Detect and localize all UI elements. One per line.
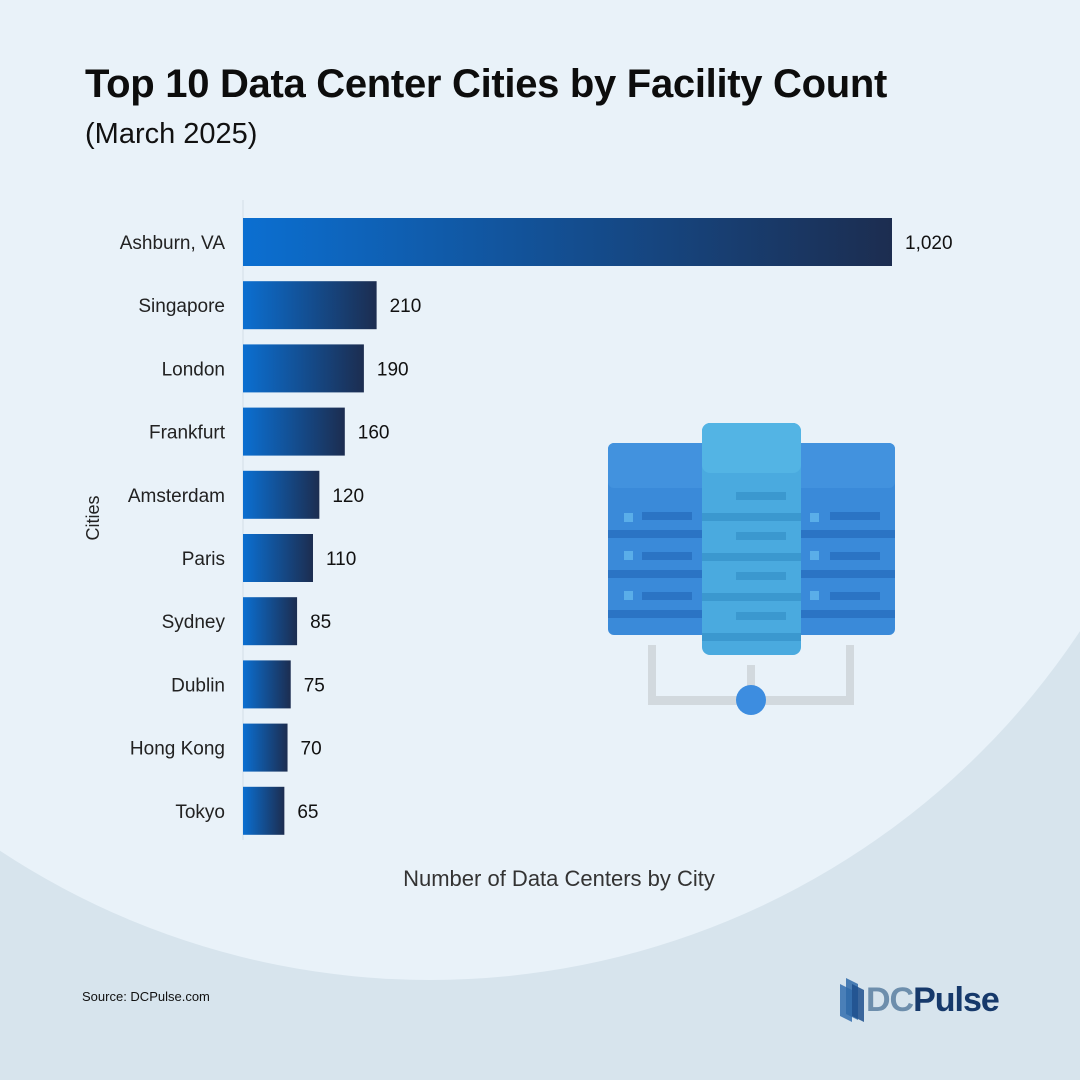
category-label: Singapore <box>138 296 225 317</box>
category-label: Sydney <box>162 612 226 633</box>
logo-mark-icon <box>840 978 864 1022</box>
value-label: 210 <box>390 296 422 317</box>
category-label: Paris <box>182 549 225 570</box>
logo-text-pulse: Pulse <box>913 980 1000 1019</box>
value-label: 85 <box>310 612 331 633</box>
logo-text-dc: DC <box>866 980 914 1019</box>
value-label: 70 <box>301 739 322 760</box>
category-label: London <box>162 359 225 380</box>
value-label: 75 <box>304 675 325 696</box>
chart-title: Top 10 Data Center Cities by Facility Co… <box>85 62 888 106</box>
source-note: Source: DCPulse.com <box>82 989 210 1004</box>
bar <box>243 534 313 582</box>
category-label: Hong Kong <box>130 739 225 760</box>
chart-subtitle: (March 2025) <box>85 118 258 150</box>
bar <box>243 407 345 456</box>
category-label: Dublin <box>171 675 225 696</box>
bar <box>243 786 285 835</box>
category-label: Amsterdam <box>128 486 225 507</box>
value-label: 1,020 <box>905 233 953 254</box>
x-axis-label: Number of Data Centers by City <box>403 866 715 891</box>
value-label: 65 <box>297 802 318 823</box>
bar <box>243 470 320 519</box>
y-axis-label: Cities <box>83 495 103 540</box>
dcpulse-logo: DC Pulse <box>838 976 1000 1024</box>
value-label: 120 <box>332 486 364 507</box>
category-label: Ashburn, VA <box>120 233 226 254</box>
bar <box>243 660 291 709</box>
bar <box>243 597 298 646</box>
server-rack-network-icon <box>608 423 895 715</box>
value-label: 110 <box>326 549 356 570</box>
category-label: Tokyo <box>175 802 225 823</box>
bar <box>243 344 364 393</box>
bar <box>243 218 892 266</box>
bar <box>243 281 377 330</box>
value-label: 160 <box>358 423 390 444</box>
bar <box>243 723 288 772</box>
category-label: Frankfurt <box>149 423 226 444</box>
value-label: 190 <box>377 359 409 380</box>
